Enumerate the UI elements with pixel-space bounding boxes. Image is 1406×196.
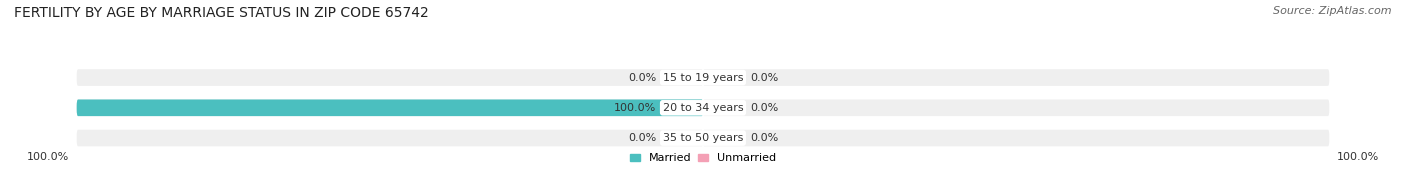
FancyBboxPatch shape bbox=[703, 69, 1329, 86]
Text: 35 to 50 years: 35 to 50 years bbox=[662, 133, 744, 143]
FancyBboxPatch shape bbox=[77, 100, 703, 116]
Text: 0.0%: 0.0% bbox=[627, 133, 657, 143]
FancyBboxPatch shape bbox=[728, 105, 730, 111]
Text: 100.0%: 100.0% bbox=[27, 152, 69, 162]
Text: FERTILITY BY AGE BY MARRIAGE STATUS IN ZIP CODE 65742: FERTILITY BY AGE BY MARRIAGE STATUS IN Z… bbox=[14, 6, 429, 20]
Text: 100.0%: 100.0% bbox=[1337, 152, 1379, 162]
FancyBboxPatch shape bbox=[669, 75, 671, 80]
FancyBboxPatch shape bbox=[77, 130, 703, 146]
FancyBboxPatch shape bbox=[77, 100, 703, 116]
Text: 0.0%: 0.0% bbox=[627, 73, 657, 83]
FancyBboxPatch shape bbox=[703, 100, 1329, 116]
Text: 0.0%: 0.0% bbox=[749, 103, 779, 113]
FancyBboxPatch shape bbox=[669, 135, 671, 141]
Text: 20 to 34 years: 20 to 34 years bbox=[662, 103, 744, 113]
Text: 0.0%: 0.0% bbox=[749, 73, 779, 83]
Legend: Married, Unmarried: Married, Unmarried bbox=[626, 149, 780, 168]
FancyBboxPatch shape bbox=[669, 105, 671, 111]
Text: 0.0%: 0.0% bbox=[749, 133, 779, 143]
FancyBboxPatch shape bbox=[77, 69, 703, 86]
FancyBboxPatch shape bbox=[728, 75, 730, 80]
Text: 100.0%: 100.0% bbox=[614, 103, 657, 113]
FancyBboxPatch shape bbox=[728, 135, 730, 141]
Text: Source: ZipAtlas.com: Source: ZipAtlas.com bbox=[1274, 6, 1392, 16]
Text: 15 to 19 years: 15 to 19 years bbox=[662, 73, 744, 83]
FancyBboxPatch shape bbox=[703, 130, 1329, 146]
